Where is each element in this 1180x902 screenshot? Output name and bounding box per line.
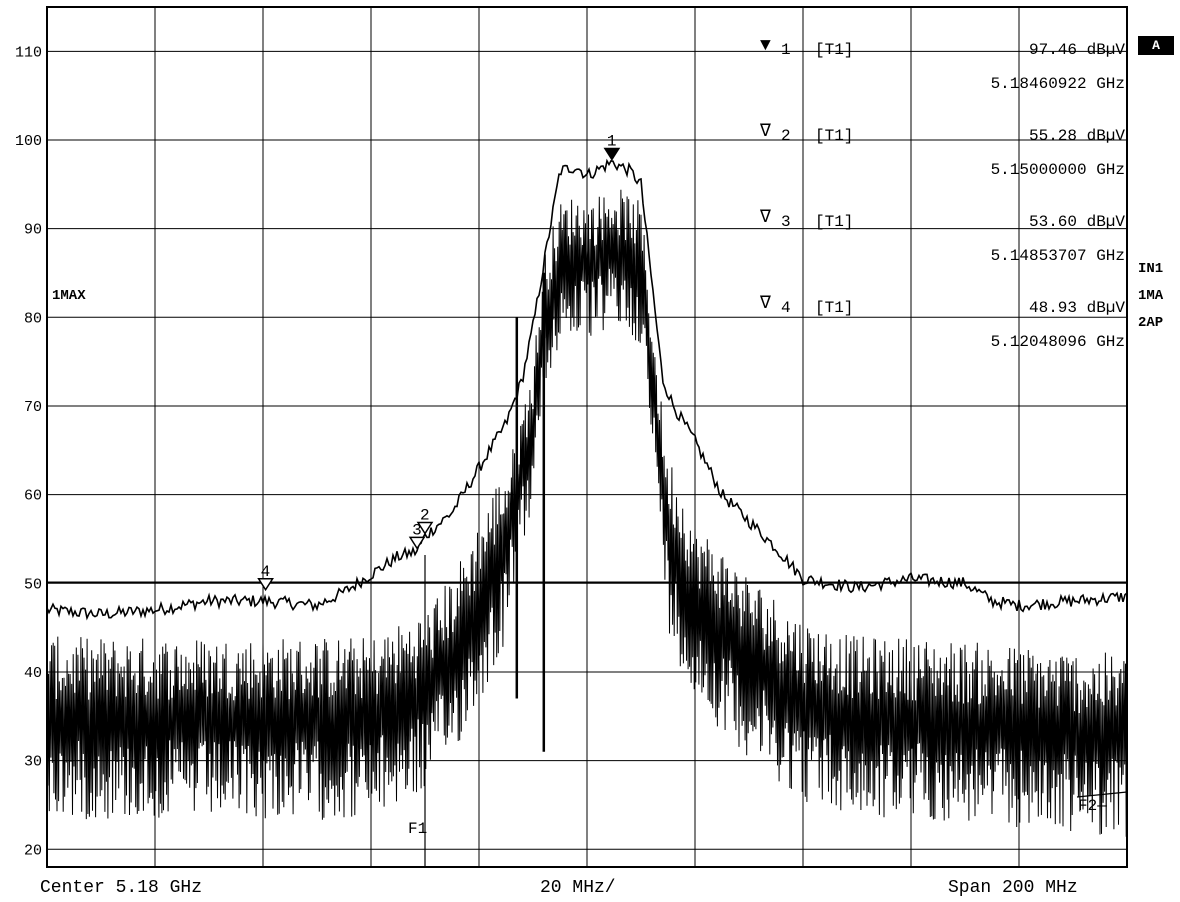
marker-table-number: 1: [781, 41, 791, 59]
marker-table: ▼ 1 [T1] 97.46 dBµV 5.18460922 GHz ∇ 2 [T1] 55.2…: [759, 36, 1125, 351]
marker-table-level: 55.28 dBµV: [1029, 127, 1125, 145]
marker-table-level: 97.46 dBµV: [1029, 41, 1125, 59]
marker-table-trace: [T1]: [815, 127, 853, 145]
y-axis-ticks: 20 30 40 50 60 70 80 90 100 110: [15, 44, 42, 859]
marker-table-number: 3: [781, 213, 791, 231]
marker-table-symbol-icon: ∇: [759, 208, 771, 228]
series-clear-write: [46, 189, 1128, 837]
marker-table-frequency: 5.12048096 GHz: [991, 333, 1125, 351]
marker-2-icon: [416, 521, 434, 535]
reference-badge: A: [1138, 36, 1174, 55]
marker-table-trace: [T1]: [815, 41, 853, 59]
marker-2-label: 2: [420, 506, 430, 524]
y-tick-label: 110: [15, 44, 42, 61]
marker-4-label: 4: [261, 563, 271, 581]
y-tick-label: 20: [24, 842, 42, 859]
side-label-trace2: 2AP: [1138, 315, 1164, 331]
marker-1-label: 1: [607, 133, 617, 151]
y-tick-label: 60: [24, 488, 42, 505]
frequency-line-label: F1: [408, 820, 427, 838]
per-division-label: 20 MHz/: [540, 878, 616, 898]
y-tick-label: 100: [15, 133, 42, 150]
marker-table-level: 48.93 dBµV: [1029, 299, 1125, 317]
side-label-trace1: 1MA: [1138, 288, 1164, 304]
y-tick-label: 30: [24, 754, 42, 771]
marker-table-trace: [T1]: [815, 299, 853, 317]
marker-table-trace: [T1]: [815, 213, 853, 231]
marker-3-label: 3: [412, 521, 422, 539]
y-tick-label: 40: [24, 665, 42, 682]
center-frequency-label: Center 5.18 GHz: [40, 878, 203, 898]
marker-table-symbol-icon: ∇: [759, 122, 771, 142]
marker-table-frequency: 5.18460922 GHz: [991, 75, 1125, 93]
y-tick-label: 80: [24, 310, 42, 327]
side-label-input: IN1: [1138, 261, 1164, 277]
series-max-hold: [46, 158, 1128, 621]
marker-table-number: 4: [781, 299, 791, 317]
span-label: Span 200 MHz: [948, 878, 1078, 898]
marker-4-icon: [257, 578, 274, 592]
y-tick-label: 90: [24, 222, 42, 239]
marker-table-level: 53.60 dBµV: [1029, 213, 1125, 231]
marker-table-frequency: 5.15000000 GHz: [991, 161, 1125, 179]
series: [46, 158, 1128, 837]
marker-table-symbol-icon: ▼: [760, 36, 771, 56]
marker-table-symbol-icon: ∇: [759, 294, 771, 314]
marker-table-number: 2: [781, 127, 791, 145]
y-tick-label: 70: [24, 399, 42, 416]
y-tick-label: 50: [24, 576, 42, 593]
markers: 1 23 4: [257, 133, 621, 592]
trace-mode-label: 1MAX: [52, 288, 86, 304]
marker-table-frequency: 5.14853707 GHz: [991, 247, 1125, 265]
marker-1-icon: [603, 147, 621, 161]
marker-3-icon: [408, 536, 426, 550]
